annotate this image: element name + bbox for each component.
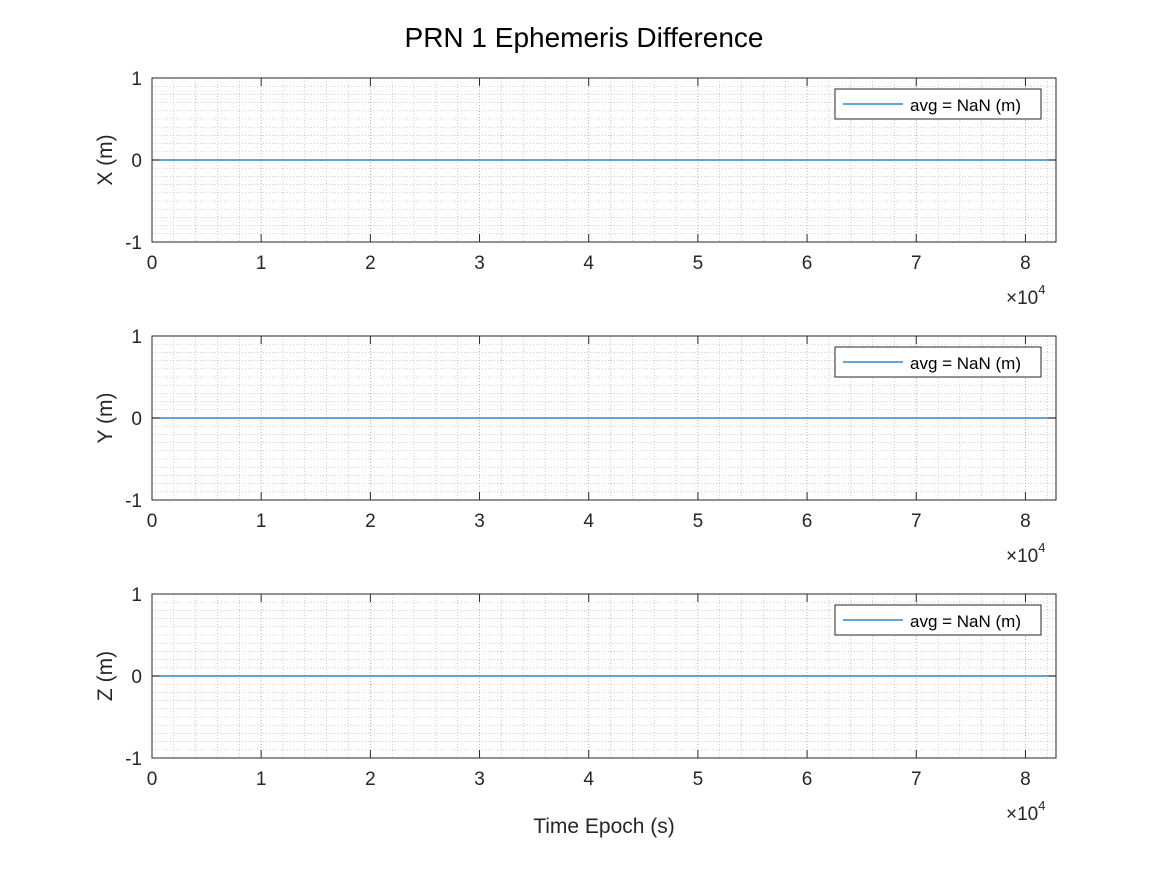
x-tick-label: 2 bbox=[365, 511, 376, 532]
x-tick-label: 6 bbox=[802, 253, 813, 274]
figure-title: PRN 1 Ephemeris Difference bbox=[405, 22, 764, 53]
x-tick-label: 0 bbox=[147, 253, 158, 274]
legend-label: avg = NaN (m) bbox=[910, 354, 1021, 373]
x-exponent-label: ×104 bbox=[1006, 540, 1045, 567]
y-tick-label: -1 bbox=[125, 491, 142, 512]
x-tick-label: 3 bbox=[474, 253, 485, 274]
x-tick-label: 7 bbox=[911, 253, 922, 274]
y-axis-label: Y (m) bbox=[94, 393, 117, 444]
legend-label: avg = NaN (m) bbox=[910, 96, 1021, 115]
y-tick-label: -1 bbox=[125, 749, 142, 770]
x-tick-label: 5 bbox=[693, 769, 704, 790]
legend[interactable]: avg = NaN (m) bbox=[834, 604, 1042, 636]
x-axis-label: Time Epoch (s) bbox=[533, 815, 675, 838]
x-tick-label: 8 bbox=[1020, 511, 1031, 532]
x-tick-label: 4 bbox=[583, 511, 594, 532]
x-tick-label: 3 bbox=[474, 769, 485, 790]
y-tick-label: 0 bbox=[131, 151, 142, 172]
x-tick-label: 8 bbox=[1020, 253, 1031, 274]
x-tick-label: 2 bbox=[365, 769, 376, 790]
x-tick-label: 1 bbox=[256, 253, 267, 274]
x-tick-label: 1 bbox=[256, 511, 267, 532]
y-tick-label: 1 bbox=[131, 69, 142, 90]
x-tick-label: 0 bbox=[147, 769, 158, 790]
y-axis-label: Z (m) bbox=[94, 651, 117, 701]
x-tick-label: 3 bbox=[474, 511, 485, 532]
x-tick-label: 7 bbox=[911, 511, 922, 532]
x-exponent-value: 4 bbox=[1038, 282, 1045, 297]
y-tick-label: 0 bbox=[131, 409, 142, 430]
legend-label: avg = NaN (m) bbox=[910, 612, 1021, 631]
legend[interactable]: avg = NaN (m) bbox=[834, 88, 1042, 120]
y-tick-label: -1 bbox=[125, 233, 142, 254]
x-tick-label: 7 bbox=[911, 769, 922, 790]
x-exponent-value: 4 bbox=[1038, 540, 1045, 555]
x-tick-label: 1 bbox=[256, 769, 267, 790]
y-tick-label: 0 bbox=[131, 667, 142, 688]
legend[interactable]: avg = NaN (m) bbox=[834, 346, 1042, 378]
x-tick-label: 2 bbox=[365, 253, 376, 274]
x-tick-label: 4 bbox=[583, 769, 594, 790]
x-tick-label: 5 bbox=[693, 253, 704, 274]
x-tick-label: 6 bbox=[802, 511, 813, 532]
y-axis-label: X (m) bbox=[94, 134, 117, 185]
x-tick-label: 0 bbox=[147, 511, 158, 532]
x-tick-label: 6 bbox=[802, 769, 813, 790]
y-tick-label: 1 bbox=[131, 585, 142, 606]
x-tick-label: 5 bbox=[693, 511, 704, 532]
x-tick-label: 8 bbox=[1020, 769, 1031, 790]
x-exponent-value: 4 bbox=[1038, 798, 1045, 813]
x-tick-label: 4 bbox=[583, 253, 594, 274]
x-exponent-label: ×104 bbox=[1006, 282, 1045, 309]
x-exponent-label: ×104 bbox=[1006, 798, 1045, 825]
y-tick-label: 1 bbox=[131, 327, 142, 348]
